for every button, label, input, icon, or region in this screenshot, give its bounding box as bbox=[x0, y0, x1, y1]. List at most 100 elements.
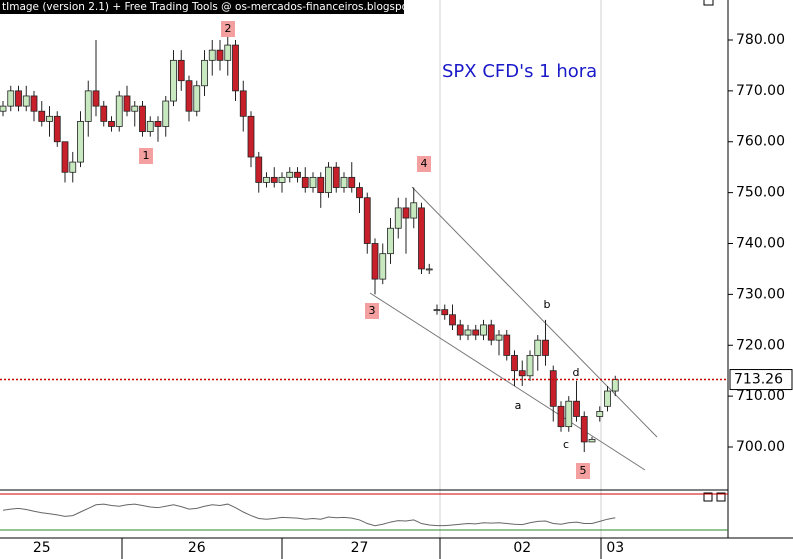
trend-line bbox=[369, 292, 646, 471]
candle-body bbox=[503, 334, 511, 356]
wave-label: 5 bbox=[580, 464, 587, 477]
candle-body bbox=[332, 166, 340, 188]
candle-body bbox=[263, 176, 270, 183]
candle-body bbox=[30, 95, 38, 112]
candle-body bbox=[542, 339, 549, 356]
candle-body bbox=[185, 80, 193, 112]
candle-body bbox=[162, 100, 170, 127]
candle-body bbox=[115, 95, 123, 127]
candle-body bbox=[611, 379, 619, 392]
y-tick-label: 760.00 bbox=[736, 134, 785, 150]
candle-body bbox=[286, 171, 294, 178]
candle-body bbox=[472, 329, 480, 336]
candle-body bbox=[53, 115, 61, 143]
candle-body bbox=[170, 59, 177, 102]
panel-button[interactable] bbox=[703, 0, 714, 6]
candle-body bbox=[92, 90, 100, 107]
candle-body bbox=[418, 207, 425, 270]
x-tick-label: 26 bbox=[188, 540, 206, 556]
candle-body bbox=[480, 324, 487, 336]
candle-body bbox=[7, 90, 15, 107]
candle-body bbox=[573, 400, 580, 417]
wave-box bbox=[221, 21, 235, 37]
indicator-line bbox=[2, 503, 616, 527]
candle-body bbox=[565, 400, 573, 428]
y-tick-label: 700.00 bbox=[736, 439, 785, 455]
sub-wave-label: d bbox=[573, 366, 580, 379]
candle-body bbox=[441, 309, 449, 316]
candle-body bbox=[139, 105, 146, 132]
candle-body bbox=[348, 176, 356, 188]
candle-body bbox=[549, 370, 557, 407]
candle-body bbox=[69, 161, 77, 173]
candle-body bbox=[208, 49, 216, 61]
candle-body bbox=[325, 166, 332, 194]
y-tick-label: 770.00 bbox=[736, 83, 785, 99]
wave-label: 2 bbox=[225, 22, 232, 35]
candle-body bbox=[379, 253, 387, 280]
candle-body bbox=[46, 115, 53, 122]
plot: 700.00 710.00 720.00 730.00 740.00 750.00 760.… bbox=[0, 21, 793, 556]
panel-button[interactable] bbox=[716, 492, 726, 502]
x-tick-label: 27 bbox=[351, 540, 369, 556]
last-price-box bbox=[729, 369, 793, 391]
panel-button[interactable] bbox=[703, 492, 713, 502]
candle-body bbox=[108, 120, 115, 127]
y-tick-label: 710.00 bbox=[736, 388, 785, 404]
candle-body bbox=[433, 309, 441, 312]
candle-body bbox=[270, 176, 278, 183]
candle-body bbox=[193, 85, 201, 112]
candle-body bbox=[61, 141, 69, 173]
candle-body bbox=[100, 105, 108, 122]
candle-body bbox=[154, 120, 162, 127]
candle-body bbox=[425, 268, 433, 271]
candle-body bbox=[294, 171, 301, 178]
candle-body bbox=[309, 176, 317, 188]
candle-body bbox=[123, 95, 131, 112]
candle-body bbox=[146, 120, 154, 132]
candle-body bbox=[449, 314, 456, 326]
candle-body bbox=[487, 324, 495, 341]
candle-body bbox=[0, 105, 7, 112]
wave-label: 4 bbox=[421, 157, 428, 170]
wave-box bbox=[365, 303, 379, 319]
candle-body bbox=[255, 156, 263, 183]
wave-label: 1 bbox=[143, 149, 150, 162]
header-text: tImage (version 2.1) + Free Trading Tool… bbox=[2, 1, 438, 13]
x-tick-label: 02 bbox=[513, 540, 531, 556]
candle-body bbox=[518, 370, 526, 377]
wave-label: 3 bbox=[369, 304, 376, 317]
candle-body bbox=[588, 438, 596, 443]
candle-body bbox=[511, 355, 518, 372]
wave-box bbox=[576, 463, 590, 479]
y-tick-label: 750.00 bbox=[736, 185, 785, 201]
candle-body bbox=[340, 176, 348, 188]
header-bar bbox=[0, 0, 404, 14]
candle-body bbox=[394, 207, 402, 229]
wave-box bbox=[139, 148, 153, 164]
candle-body bbox=[38, 110, 46, 122]
candle-body bbox=[177, 59, 185, 82]
candle-body bbox=[247, 115, 255, 158]
candle-body bbox=[456, 324, 464, 336]
y-tick-label: 740.00 bbox=[736, 235, 785, 251]
candle-body bbox=[356, 187, 363, 199]
candle-body bbox=[216, 49, 224, 61]
candle-body bbox=[410, 202, 418, 219]
candle-body bbox=[534, 339, 542, 356]
y-tick-label: 730.00 bbox=[736, 286, 785, 302]
candle-body bbox=[77, 120, 84, 163]
y-tick-label: 780.00 bbox=[736, 32, 785, 48]
candle-body bbox=[232, 44, 239, 92]
candle-body bbox=[201, 59, 208, 87]
candle-body bbox=[557, 405, 565, 428]
trend-line bbox=[411, 186, 658, 438]
candle-body bbox=[387, 227, 394, 255]
candle-body bbox=[596, 410, 604, 417]
last-price-label: 713.26 bbox=[734, 372, 783, 388]
candle-body bbox=[402, 207, 410, 219]
candle-body bbox=[317, 176, 325, 194]
candle-body bbox=[363, 197, 371, 244]
